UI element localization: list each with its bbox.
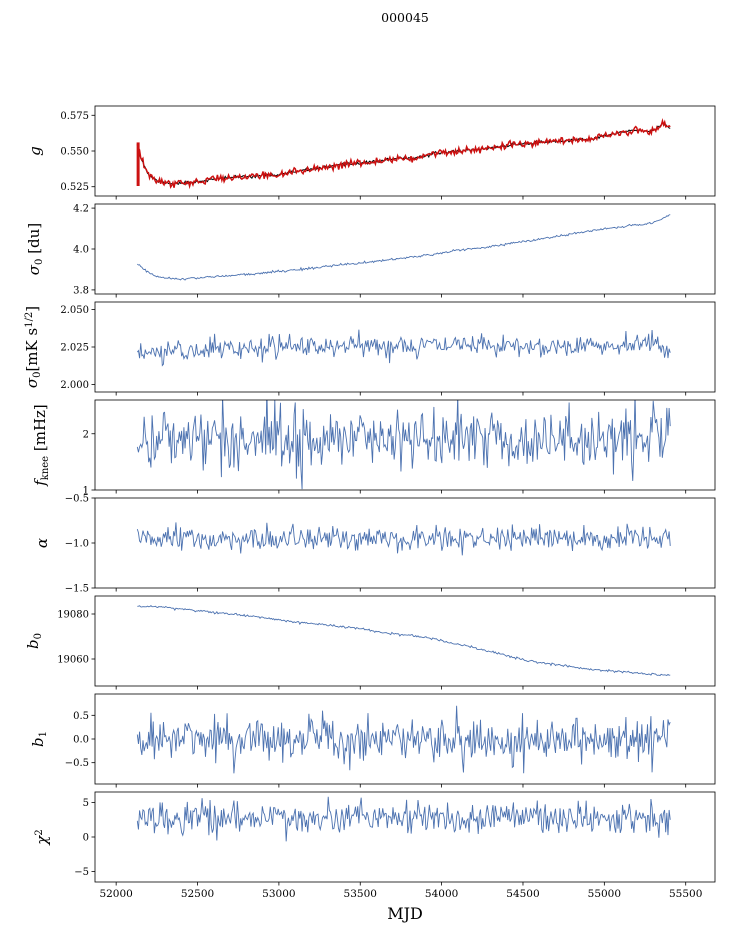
axes-frame [94, 399, 716, 491]
panel-b1: −0.5 0.0 0.5 b1 [29, 693, 716, 788]
y-tick-label: 0.5 [73, 711, 89, 722]
y-tick-label: 19080 [57, 610, 89, 621]
y-axis-label: α [33, 538, 51, 548]
y-axis-label: b1 [29, 731, 49, 747]
series-fknee [136, 400, 671, 490]
y-tick-label: 4.2 [73, 204, 89, 215]
series-b0 [137, 605, 671, 677]
x-tick-label: 52500 [181, 888, 214, 900]
y-axis-label: fknee [mHz] [31, 404, 51, 487]
y-tick-label: 0.0 [73, 735, 89, 746]
y-tick-label: −0.5 [65, 494, 89, 505]
panel-alpha: −1.5 −1.0 −0.5 α [33, 494, 716, 595]
x-axis-label: MJD [387, 904, 423, 923]
axes-frame [94, 301, 716, 393]
y-tick-label: 0 [83, 833, 89, 844]
x-tick-label: 55500 [669, 888, 702, 900]
y-tick-label: 2 [83, 429, 89, 440]
chart-title: 000045 [381, 10, 429, 25]
y-axis-label: σ0[mK s1/2] [23, 306, 43, 388]
series-sigma0-mks [136, 329, 671, 367]
y-tick-label: −5 [74, 867, 89, 878]
panel-sigma0-mks: 2.000 2.025 2.050 σ0[mK s1/2] [23, 301, 716, 396]
x-tick-label: 53500 [344, 888, 377, 900]
axes-frame [94, 497, 716, 589]
y-tick-label: 0.525 [60, 182, 89, 193]
x-tick-label: 54500 [506, 888, 539, 900]
axes-frame [94, 203, 716, 295]
y-tick-label: 19060 [57, 655, 89, 666]
y-tick-label: −0.5 [65, 758, 89, 769]
series-chi2 [136, 796, 671, 842]
y-axis-label: σ0 [du] [25, 223, 45, 275]
x-tick-label: 54000 [425, 888, 458, 900]
panel-fknee: 1 2 fknee [mHz] [31, 399, 716, 497]
y-tick-label: 2.050 [60, 305, 89, 316]
panel-chi2: −5 0 5 52000 52500 53000 53500 54000 54500 55000 5… [33, 791, 716, 900]
x-tick-label: 55000 [588, 888, 621, 900]
y-axis-label: χ2 [33, 829, 51, 845]
series-data [136, 118, 671, 190]
axes-frame [94, 595, 716, 687]
y-axis-label: g [26, 146, 44, 156]
axes-frame [94, 791, 716, 883]
y-tick-label: 2.000 [60, 380, 89, 391]
series-b1 [136, 705, 671, 774]
y-tick-label: 0.575 [60, 111, 89, 122]
panel-g: 0.525 0.550 0.575 g [26, 105, 716, 200]
y-tick-label: −1.0 [65, 539, 89, 550]
y-tick-label: 2.025 [60, 343, 89, 354]
y-axis-label: b0 [24, 633, 44, 649]
y-tick-label: 1 [83, 486, 89, 497]
series-sigma0-du [137, 214, 671, 281]
panel-sigma0-du: 3.8 4.0 4.2 σ0 [du] [25, 203, 716, 298]
y-tick-label: 4.0 [73, 245, 89, 256]
y-tick-label: −1.5 [65, 584, 89, 595]
y-tick-label: 5 [83, 798, 89, 809]
x-tick-label: 52000 [99, 888, 132, 900]
y-tick-label: 0.550 [60, 147, 89, 158]
axes-frame [94, 693, 716, 785]
y-tick-label: 3.8 [73, 285, 89, 296]
series-alpha [136, 522, 671, 556]
panel-b0: 19060 19080 b0 [24, 595, 716, 690]
x-tick-label: 53000 [262, 888, 295, 900]
